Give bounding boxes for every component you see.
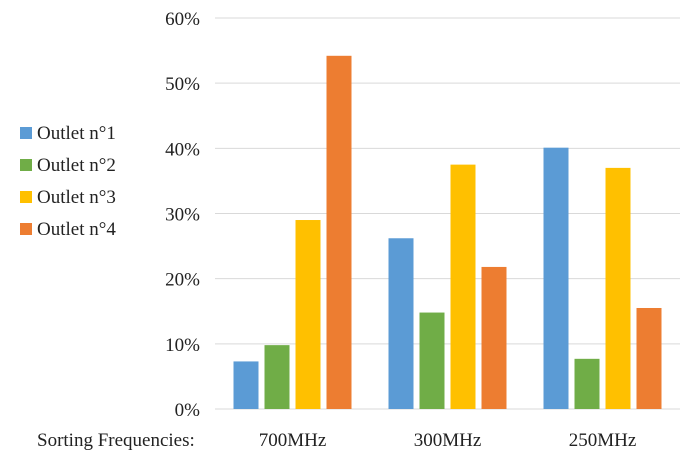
x-category-label: 250MHz xyxy=(569,430,637,450)
bar xyxy=(264,345,290,409)
y-tick-label: 60% xyxy=(165,9,200,30)
y-tick-label: 20% xyxy=(165,270,200,291)
y-tick-label: 30% xyxy=(165,205,200,226)
y-tick-label: 0% xyxy=(175,400,201,421)
x-category-label: 700MHz xyxy=(259,430,327,450)
legend-label: Outlet n°4 xyxy=(37,219,116,240)
y-tick-label: 50% xyxy=(165,74,200,95)
bar xyxy=(543,147,569,409)
x-axis-label: Sorting Frequencies: xyxy=(37,430,195,450)
gridlines xyxy=(215,17,680,410)
y-tick-label: 10% xyxy=(165,335,200,356)
bar xyxy=(295,220,321,409)
bar xyxy=(481,266,507,409)
x-axis-categories: 700MHz 300MHz 250MHz xyxy=(259,430,637,450)
bar xyxy=(388,238,414,409)
legend: Outlet n°1 Outlet n°2 Outlet n°3 Outlet n°4 xyxy=(20,123,116,240)
bar xyxy=(326,55,352,410)
legend-swatch xyxy=(20,191,32,203)
bar xyxy=(233,361,259,409)
legend-swatch xyxy=(20,127,32,139)
bars xyxy=(233,55,662,410)
bar xyxy=(574,358,600,409)
legend-label: Outlet n°2 xyxy=(37,155,116,176)
bar xyxy=(450,164,476,409)
y-axis-ticks: 0% 10% 20% 30% 40% 50% 60% xyxy=(165,9,200,421)
x-category-label: 300MHz xyxy=(414,430,482,450)
legend-swatch xyxy=(20,223,32,235)
legend-swatch xyxy=(20,159,32,171)
bar xyxy=(419,312,445,409)
bar xyxy=(605,167,631,409)
bar xyxy=(636,307,662,409)
legend-label: Outlet n°3 xyxy=(37,187,116,208)
legend-label: Outlet n°1 xyxy=(37,123,116,144)
y-tick-label: 40% xyxy=(165,139,200,160)
